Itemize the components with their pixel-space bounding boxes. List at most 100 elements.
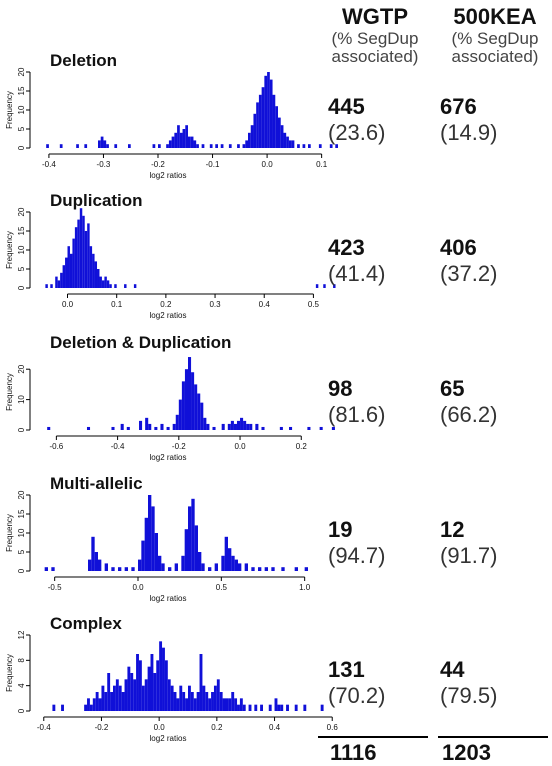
histogram-bar [242,144,246,148]
histogram-bar [188,136,191,148]
histogram-bar [115,679,119,711]
histogram-bar [152,144,156,148]
y-tick-label: 0 [17,285,26,290]
histogram-bar [274,698,278,711]
panel-title: Deletion & Duplication [50,333,231,352]
y-tick-label: 5 [17,266,26,271]
y-tick-label: 10 [17,528,26,537]
x-axis-label: log2 ratios [150,594,187,603]
histogram-bar [164,660,168,711]
histogram-duplication: Duplication 0 5 10 15 20 Frequency 0.0 0.1 0.2 0.3… [5,191,336,320]
histogram-bar [151,506,155,571]
histogram-bar [185,125,188,148]
histogram-bar [126,426,130,430]
histogram-bar [84,231,88,288]
histogram-bar [333,284,336,288]
histogram-bar [181,555,185,571]
y-axis-label: Frequency [5,91,14,129]
x-tick-label: 0.2 [211,723,223,732]
histogram-bar [208,567,212,571]
histogram-bar [51,567,55,571]
histogram-bar [124,679,128,711]
x-tick-label: 0.0 [62,300,74,309]
histogram-bar [286,704,289,711]
x-tick-label: 0.2 [160,300,172,309]
histogram-bar [177,125,180,148]
count-value: 19 [328,517,353,542]
x-tick-label: -0.2 [172,442,186,451]
x-tick-label: -0.2 [95,723,109,732]
histogram-bar [224,536,228,571]
panel-title: Duplication [50,191,143,210]
x-tick-label: 0.0 [262,160,274,169]
histogram-bar [76,144,79,148]
histogram-bar [246,423,250,430]
x-tick-label: 0.6 [327,723,339,732]
histogram-bar [47,426,51,430]
histogram-bar [281,567,285,571]
count-value: 131 [328,657,365,682]
histogram-bar [166,426,170,430]
histogram-bar [92,698,96,711]
y-tick-label: 20 [17,490,26,499]
histogram-bar [179,132,183,148]
histogram-bar [234,559,238,571]
histogram-bar [101,685,105,711]
count-deldup-wgtp: 98 (81.6) [328,378,438,426]
histogram-bar [94,261,98,288]
histogram-bar [242,704,246,711]
y-tick-label: 10 [17,105,26,114]
count-deldup-500kea: 65 (66.2) [440,378,550,426]
histogram-bar [145,417,149,430]
histogram-bar [46,144,49,148]
histogram-bar [113,685,116,711]
histogram-bar [315,284,319,288]
histogram-bar [227,423,231,430]
panel-title: Complex [50,614,122,633]
count-multiallelic-wgtp: 19 (94.7) [328,519,438,567]
histogram-bar [161,563,165,571]
panel-title: Multi-allelic [50,474,143,493]
histogram-bar [98,698,102,711]
x-tick-label: -0.5 [48,583,62,592]
count-value: 676 [440,94,477,119]
x-tick-label: -0.6 [49,442,63,451]
histogram-bar [79,208,83,288]
histogram-bar [269,79,273,148]
total-500kea: 1203 [442,740,491,765]
histogram-bar [89,246,93,288]
histogram-bar [170,685,174,711]
histogram-bar [158,144,161,148]
y-tick-label: 12 [17,630,26,639]
header-wgtp: WGTP (% SegDup associated) [320,6,430,66]
histogram-bar [251,567,255,571]
histogram-bar [69,253,73,288]
histogram-bar [219,692,223,711]
histogram-bar [148,495,152,571]
y-tick-label: 20 [17,364,26,373]
histogram-bar [138,660,142,711]
histogram-bar [221,555,225,571]
histogram-bar [160,423,164,430]
histogram-bar [196,144,199,148]
histogram-bar [94,552,98,571]
histogram-bar [294,567,298,571]
histogram-bar [74,227,78,288]
count-percent: (94.7) [328,543,386,568]
histogram-bar [199,654,203,711]
histogram-bar [221,423,225,430]
count-value: 98 [328,376,353,401]
x-tick-label: 0.5 [308,300,320,309]
x-tick-label: 0.5 [216,583,228,592]
histogram-bar [175,414,179,430]
histogram-bar [286,136,289,148]
x-tick-label: -0.2 [151,160,165,169]
histogram-bar [250,125,254,148]
histogram-bar [209,144,213,148]
histogram-bar [128,144,131,148]
histogram-bar [197,393,201,430]
histogram-bar [162,647,165,711]
histogram-bar [84,144,88,148]
header-wgtp-name: WGTP [342,4,408,29]
histogram-bar [118,685,122,711]
